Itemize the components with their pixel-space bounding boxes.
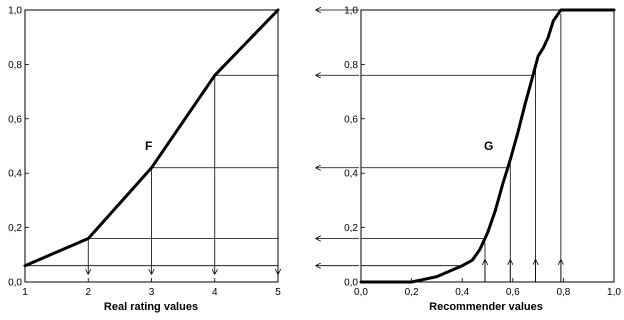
chart-f-y-tick-label: 0,8 (8, 60, 22, 71)
chart-g-x-ticks: 0,0 0,2 0,4 0,6 0,8 1,0 (354, 278, 621, 298)
chart-f-y-tick-label: 1,0 (8, 6, 22, 17)
chart-g-x-tick-label: 0,4 (455, 287, 469, 298)
chart-g-curve (359, 8, 616, 284)
chart-g-x-tick-label: 0,8 (556, 287, 570, 298)
chart-f-x-tick-label: 2 (85, 287, 91, 298)
chart-g-y-tick-label: 1,0 (344, 6, 358, 17)
chart-f-x-tick-label: 4 (212, 287, 218, 298)
chart-f-x-axis-title: Real rating values (104, 301, 198, 313)
chart-g-y-ticks: 0,0 0,2 0,4 0,6 0,8 1,0 (344, 6, 365, 289)
chart-g-x-axis-title: Recommender values (429, 301, 543, 313)
chart-g-panel: 0,00,20,40,60,81,0 0,0 0,2 0,4 0,6 0,8 1,0 G … (344, 6, 621, 314)
chart-g-y-tick-label: 0,6 (344, 114, 358, 125)
chart-g-y-tick-label: 0,0 (344, 278, 358, 289)
chart-g-guides (361, 9, 561, 282)
chart-f-curve (23, 8, 280, 268)
chart-f-y-tick-label: 0,6 (8, 114, 22, 125)
chart-f-x-tick-label: 1 (22, 287, 28, 298)
chart-f-x-tick-label: 5 (275, 287, 281, 298)
chart-g-x-tick-label: 1,0 (607, 287, 621, 298)
chart-f-y-tick-label: 0,4 (8, 169, 22, 180)
chart-f-curve-label: F (145, 139, 152, 153)
chart-f-guides (25, 10, 278, 274)
chart-g-y-tick-label: 0,8 (344, 60, 358, 71)
chart-g-x-tick-label: 0,0 (354, 287, 368, 298)
chart-f-y-ticks: 0,0 0,2 0,4 0,6 0,8 1,0 (8, 6, 29, 289)
chart-g-series-line (359, 8, 616, 284)
chart-g-curve-label: G (484, 139, 493, 153)
chart-f-x-tick-label: 3 (149, 287, 155, 298)
chart-f-x-ticks: 1 2 3 4 5 (22, 278, 281, 298)
chart-f-y-tick-label: 0,0 (8, 278, 22, 289)
chart-g-y-tick-label: 0,2 (344, 223, 358, 234)
chart-f-panel: 0,0 0,2 0,4 0,6 0,8 1,0 1 2 3 4 5 F Real rating v… (8, 6, 281, 314)
chart-f-y-tick-label: 0,2 (8, 223, 22, 234)
chart-g-x-tick-label: 0,6 (506, 287, 520, 298)
chart-g-x-tick-label: 0,2 (405, 287, 419, 298)
mapping-arrows (316, 10, 359, 266)
chart-g-y-tick-label: 0,4 (344, 169, 358, 180)
chart-f-series-line (23, 8, 280, 268)
